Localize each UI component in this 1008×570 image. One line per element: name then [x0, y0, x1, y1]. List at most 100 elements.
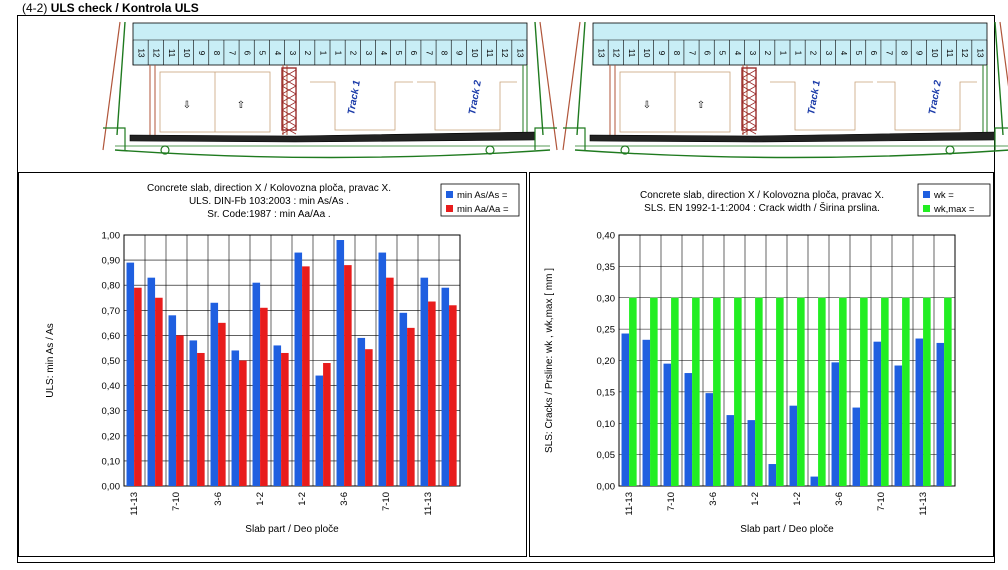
bar [407, 327, 415, 486]
y-tick-label: 0,20 [102, 431, 121, 442]
arrow-up-icon: ⇧ [237, 100, 245, 111]
x-tick-label: 7-10 [171, 492, 182, 511]
slab-part-number: 12 [612, 49, 621, 58]
bar [747, 420, 756, 486]
truss-brace [281, 77, 297, 87]
y-tick-label: 0,60 [102, 331, 121, 342]
slab-part-number: 13 [515, 49, 524, 58]
slab-part-number: 2 [303, 51, 312, 56]
slab-part-number: 7 [884, 51, 893, 56]
bar [621, 333, 630, 486]
y-tick-label: 0,30 [597, 293, 616, 304]
slab-part-number: 1 [778, 51, 787, 56]
report-frame [17, 15, 995, 563]
slab-part-number: 5 [258, 51, 267, 56]
bar [768, 464, 777, 486]
bar [168, 315, 177, 486]
slab-part-number: 7 [687, 51, 696, 56]
column-lines [609, 65, 748, 135]
bar [881, 297, 889, 486]
bar [663, 363, 672, 486]
x-tick-label: 7-10 [381, 492, 392, 511]
bar [210, 302, 219, 486]
bar [915, 338, 924, 486]
slab-part-number: 12 [152, 49, 161, 58]
bottom-chord [574, 149, 1008, 159]
frame-line [562, 21, 1008, 151]
x-tick-label: 1-2 [750, 492, 761, 506]
y-tick-label: 0,40 [102, 381, 121, 392]
legend-entry: min As/As = [457, 190, 508, 201]
bar [944, 297, 952, 486]
bar [239, 360, 247, 486]
bar [839, 297, 847, 486]
frame-line [102, 21, 558, 151]
cross-section-right: 13 12 11 10 9 8 7 6 5 4 3 2 1 1 2 3 4 5 6 7 8 9 10 11 12 13⇩ ⇧ Trac… [562, 21, 1008, 159]
bar [894, 365, 903, 486]
slab-part-number: 11 [627, 49, 636, 58]
slab-part-number: 1 [793, 51, 802, 56]
slab-part-number: 5 [718, 51, 727, 56]
arrow-down-icon: ⇩ [183, 100, 191, 111]
slab-part-number: 1 [318, 51, 327, 56]
y-tick-label: 0,80 [102, 281, 121, 292]
arrow-up-icon: ⇧ [697, 100, 705, 111]
bar [705, 393, 714, 486]
bar [386, 277, 394, 486]
bar [797, 297, 805, 486]
sls-chart: Concrete slab, direction X / Kolovozna p… [544, 183, 991, 535]
y-tick-label: 0,20 [597, 356, 616, 367]
bar [726, 415, 735, 486]
track-1-label: Track 1 [346, 79, 363, 116]
slab-part-number: 11 [485, 49, 494, 58]
x-tick-label: 3-6 [834, 492, 845, 506]
bar [923, 297, 931, 486]
track-outline [877, 81, 977, 131]
bar [134, 287, 142, 486]
bar [902, 297, 910, 486]
chart-title-line: Sr. Code:1987 : min Aa/Aa . [207, 209, 330, 220]
bar [357, 337, 366, 486]
slab-part-number: 8 [900, 51, 909, 56]
slab-part-number: 8 [440, 51, 449, 56]
bar [294, 252, 303, 486]
bar [378, 252, 387, 486]
section-title: ULS check / Kontrola ULS [50, 1, 199, 15]
track-1-label: Track 1 [806, 79, 823, 116]
bar [650, 297, 658, 486]
slab-part-number: 9 [455, 51, 464, 56]
x-tick-label: 3-6 [213, 492, 224, 506]
slab-part-number: 13 [136, 49, 145, 58]
chart-title-line: ULS. DIN-Fb 103:2003 : min As/As . [189, 196, 349, 207]
y-tick-label: 0,00 [597, 482, 616, 493]
sls-chart-panel: Concrete slab, direction X / Kolovozna p… [529, 172, 994, 557]
slab-part-number: 10 [470, 49, 479, 58]
bar [692, 297, 700, 486]
legend-entry: wk = [933, 190, 954, 201]
bar [344, 265, 352, 486]
legend-swatch [446, 191, 453, 198]
slab-part-number: 2 [763, 51, 772, 56]
y-tick-label: 0,40 [597, 231, 616, 242]
slab-part-number: 4 [273, 51, 282, 56]
x-axis-label: Slab part / Deo ploče [245, 524, 339, 535]
cross-section-drawings: 13 12 11 10 9 8 7 6 5 4 3 2 1 1 2 3 4 5 6 7 8 9 10 11 12 13⇩ ⇧ Trac… [102, 21, 1008, 159]
bar [776, 297, 784, 486]
slab-part-number: 5 [394, 51, 403, 56]
legend-swatch [923, 205, 930, 212]
truss-brace [281, 101, 297, 111]
bar [252, 282, 261, 486]
y-tick-label: 0,25 [597, 325, 616, 336]
truss-brace [741, 93, 757, 103]
x-tick-label: 7-10 [876, 492, 887, 511]
truss-brace [741, 125, 757, 135]
slab-part-number: 3 [748, 51, 757, 56]
slab-part-number: 6 [703, 51, 712, 56]
bar [302, 266, 310, 486]
x-tick-label: 11-13 [423, 492, 434, 516]
slab-part-number: 1 [333, 51, 342, 56]
legend-box [440, 183, 520, 217]
slab-part-number: 4 [839, 51, 848, 56]
bar [231, 350, 240, 486]
slab-part-number: 4 [379, 51, 388, 56]
